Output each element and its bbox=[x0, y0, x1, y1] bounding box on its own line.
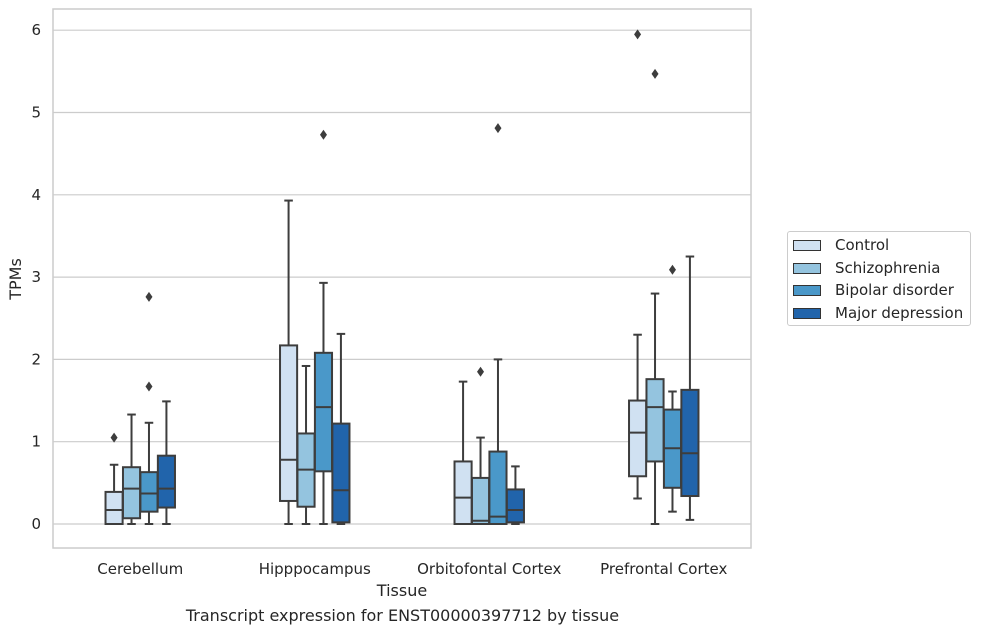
outlier-point bbox=[319, 129, 327, 140]
box-major-depression bbox=[680, 255, 700, 521]
legend-swatch-control bbox=[793, 239, 821, 251]
outlier-point bbox=[651, 68, 659, 79]
outlier-point bbox=[477, 366, 485, 377]
legend-item-major-depression: Major depression bbox=[793, 303, 963, 323]
box-iqr bbox=[139, 471, 159, 513]
box-iqr bbox=[104, 490, 124, 526]
box-groups bbox=[104, 29, 700, 526]
x-tick-label: Orbitofontal Cortex bbox=[417, 560, 561, 578]
outlier-point bbox=[668, 264, 676, 275]
legend-label-bipolar-disorder: Bipolar disorder bbox=[835, 281, 954, 299]
box-iqr bbox=[121, 466, 142, 520]
box-plot-chart: 0 1 2 3 4 5 6 Cerebellum Hipppocampus Orbitofont… bbox=[6, 8, 752, 600]
outlier-point bbox=[145, 381, 153, 392]
box-bipolar-disorder bbox=[139, 291, 159, 525]
y-tick-label: 6 bbox=[31, 21, 41, 39]
y-tick-labels: 0 1 2 3 4 5 6 bbox=[31, 21, 41, 533]
box-control bbox=[104, 432, 124, 526]
legend-item-schizophrenia: Schizophrenia bbox=[793, 258, 940, 278]
x-tick-label: Cerebellum bbox=[97, 560, 183, 578]
x-axis-label: Tissue bbox=[376, 581, 427, 600]
legend: Control Schizophrenia Bipolar disorder M… bbox=[787, 231, 971, 326]
box-bipolar-disorder bbox=[662, 264, 683, 513]
y-axis-label: TPMs bbox=[6, 258, 25, 301]
box-schizophrenia bbox=[296, 364, 316, 525]
y-tick-label: 4 bbox=[31, 186, 41, 204]
legend-swatch-bipolar-disorder bbox=[793, 284, 821, 296]
outlier-point bbox=[634, 29, 642, 40]
y-tick-label: 2 bbox=[31, 350, 41, 368]
box-iqr bbox=[453, 460, 473, 525]
box-iqr bbox=[156, 454, 176, 509]
box-iqr bbox=[313, 351, 334, 473]
box-iqr bbox=[470, 476, 491, 525]
legend-item-bipolar-disorder: Bipolar disorder bbox=[793, 280, 954, 300]
outlier-point bbox=[145, 291, 153, 302]
x-tick-labels: Cerebellum Hipppocampus Orbitofontal Corte… bbox=[97, 560, 727, 578]
box-iqr bbox=[505, 488, 525, 524]
y-tick-label: 5 bbox=[31, 104, 41, 122]
outlier-point bbox=[494, 123, 502, 134]
legend-swatch-major-depression bbox=[793, 307, 821, 319]
legend-label-control: Control bbox=[835, 236, 890, 254]
figure-caption: Transcript expression for ENST0000039771… bbox=[185, 606, 620, 625]
box-control bbox=[628, 29, 648, 500]
box-schizophrenia bbox=[121, 413, 142, 525]
y-tick-label: 3 bbox=[31, 268, 41, 286]
box-bipolar-disorder bbox=[488, 123, 508, 525]
box-iqr bbox=[645, 378, 665, 463]
legend-label-major-depression: Major depression bbox=[835, 304, 964, 322]
box-schizophrenia bbox=[470, 366, 491, 525]
y-tick-label: 0 bbox=[31, 515, 41, 533]
gridlines bbox=[53, 29, 751, 525]
box-bipolar-disorder bbox=[313, 129, 334, 525]
outlier-point bbox=[110, 432, 118, 443]
box-control bbox=[453, 380, 473, 525]
box-schizophrenia bbox=[645, 68, 665, 525]
legend-label-schizophrenia: Schizophrenia bbox=[835, 259, 941, 277]
x-tick-label: Hipppocampus bbox=[259, 560, 371, 578]
x-tick-label: Prefrontal Cortex bbox=[600, 560, 727, 578]
legend-item-control: Control bbox=[793, 235, 889, 255]
box-major-depression bbox=[331, 332, 351, 525]
box-iqr bbox=[488, 450, 508, 525]
box-iqr bbox=[279, 344, 299, 502]
box-major-depression bbox=[156, 400, 176, 525]
plot-frame bbox=[52, 8, 752, 549]
box-major-depression bbox=[505, 465, 525, 525]
box-iqr bbox=[628, 399, 648, 478]
legend-swatch-schizophrenia bbox=[793, 262, 821, 274]
y-tick-label: 1 bbox=[31, 433, 41, 451]
box-iqr bbox=[331, 422, 351, 524]
box-control bbox=[279, 199, 299, 525]
box-iqr bbox=[680, 388, 700, 498]
